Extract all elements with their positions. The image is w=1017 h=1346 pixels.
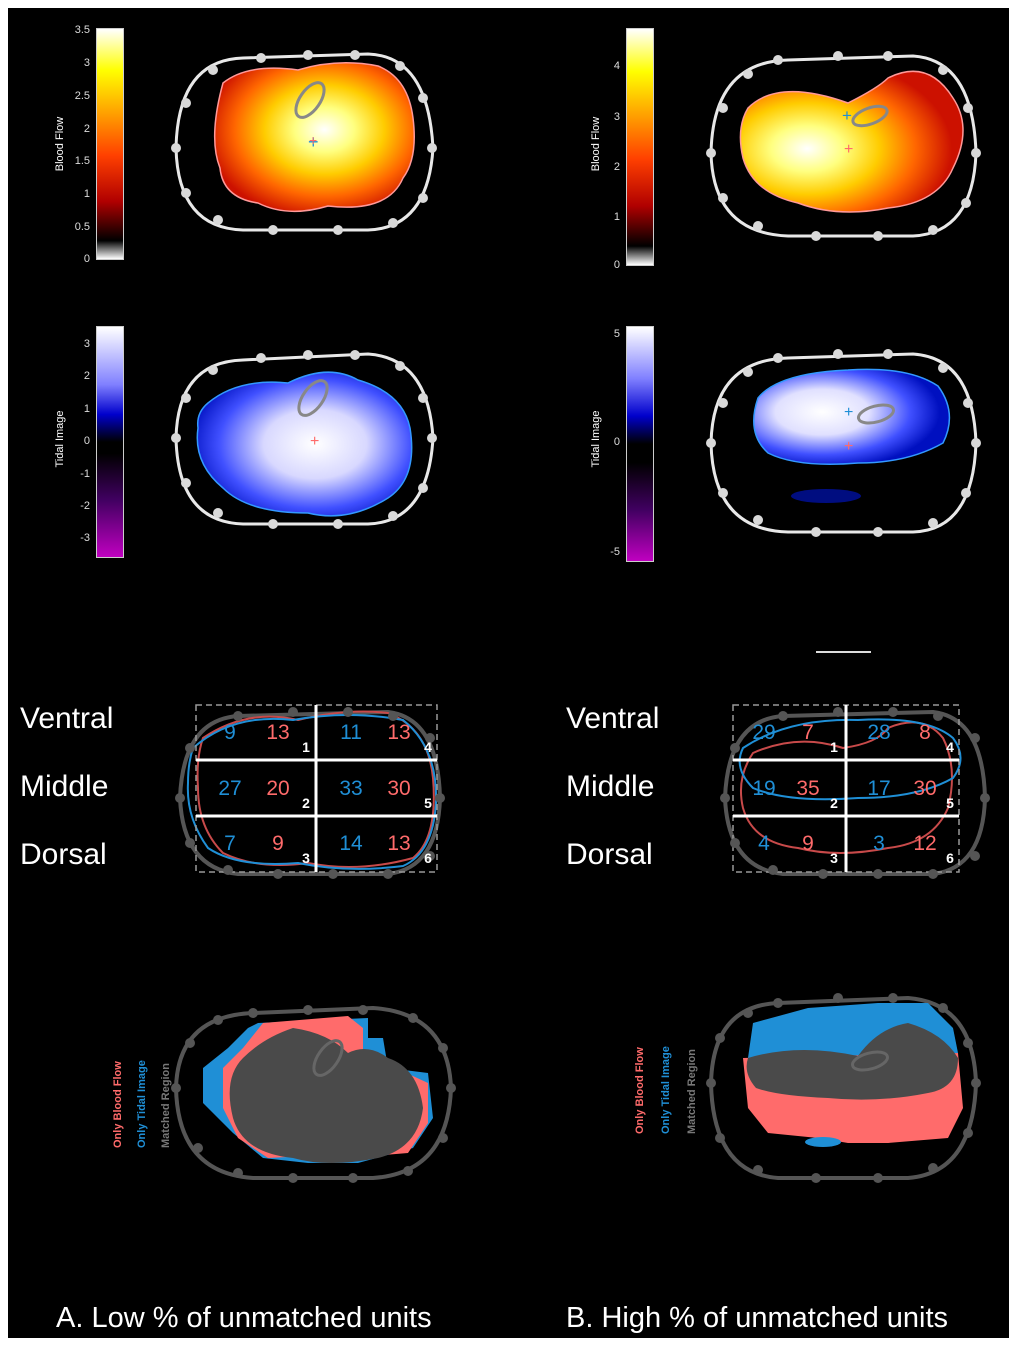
cell-index: 6 bbox=[424, 850, 432, 866]
cell-tidal-value: 33 bbox=[339, 777, 363, 800]
tick: -3 bbox=[80, 532, 90, 544]
tick: 3 bbox=[83, 57, 90, 69]
tick: 2.5 bbox=[74, 90, 90, 102]
cell-blood-value: 30 bbox=[387, 777, 411, 800]
row-label-ventral: Ventral bbox=[20, 702, 114, 735]
tick: 2 bbox=[613, 161, 620, 173]
cell-index: 4 bbox=[946, 739, 954, 755]
cell-blood-value: 9 bbox=[272, 832, 284, 855]
cell-tidal-value: 11 bbox=[340, 721, 362, 744]
cell-tidal-value: 7 bbox=[224, 832, 236, 855]
cell-blood-value: 30 bbox=[913, 777, 937, 800]
cell-blood-value: 12 bbox=[913, 832, 937, 855]
cell-index: 5 bbox=[424, 795, 432, 811]
row-label-middle: Middle bbox=[20, 770, 109, 803]
svg-text:+: + bbox=[844, 141, 853, 158]
cell-blood-value: 35 bbox=[796, 777, 820, 800]
cell-index: 2 bbox=[830, 795, 838, 811]
cell-tidal-value: 29 bbox=[752, 721, 776, 744]
caption-a: A. Low % of unmatched units bbox=[56, 1302, 432, 1334]
tick: 3 bbox=[613, 111, 620, 123]
cell-blood-value: 13 bbox=[387, 721, 411, 744]
svg-text:+: + bbox=[309, 132, 317, 148]
tick: 0.5 bbox=[74, 221, 90, 233]
row-label-dorsal: Dorsal bbox=[566, 838, 653, 871]
row-label-ventral: Ventral bbox=[566, 702, 660, 735]
cell-blood-value: 20 bbox=[266, 777, 290, 800]
tick: -5 bbox=[610, 546, 620, 558]
cell-blood-value: 7 bbox=[802, 721, 814, 744]
cell-index: 6 bbox=[946, 850, 954, 866]
row-label-middle: Middle bbox=[566, 770, 655, 803]
tick: -1 bbox=[80, 468, 90, 480]
tick: 0 bbox=[83, 253, 90, 265]
cell-index: 5 bbox=[946, 795, 954, 811]
svg-text:+: + bbox=[842, 106, 852, 125]
tick: 0 bbox=[613, 259, 620, 271]
cell-index: 1 bbox=[302, 739, 310, 755]
cell-tidal-value: 28 bbox=[867, 721, 891, 744]
tick: 2 bbox=[83, 123, 90, 135]
tick: 1 bbox=[83, 403, 90, 415]
cell-tidal-value: 19 bbox=[752, 777, 776, 800]
cell-blood-value: 13 bbox=[387, 832, 411, 855]
cell-tidal-value: 4 bbox=[758, 832, 770, 855]
legend-only-blood-flow: Only Blood Flow bbox=[112, 1061, 124, 1148]
tick: 0 bbox=[613, 436, 620, 448]
cell-blood-value: 8 bbox=[919, 721, 931, 744]
row-label-dorsal: Dorsal bbox=[20, 838, 107, 871]
tick: -2 bbox=[80, 500, 90, 512]
tick: 5 bbox=[613, 328, 620, 340]
svg-text:+: + bbox=[310, 433, 319, 450]
tick: 1.5 bbox=[74, 155, 90, 167]
cell-tidal-value: 27 bbox=[218, 777, 242, 800]
cell-index: 2 bbox=[302, 795, 310, 811]
tick: 3.5 bbox=[74, 24, 90, 36]
legend-only-tidal-image: Only Tidal Image bbox=[136, 1060, 148, 1148]
blood-flow-image-a: + + + + + + + bbox=[171, 50, 990, 1183]
tidal-image-colorbar bbox=[626, 326, 654, 562]
tidal-image-colorbar bbox=[96, 326, 124, 558]
blood-flow-colorbar bbox=[96, 28, 124, 260]
tick: 1 bbox=[83, 188, 90, 200]
svg-text:+: + bbox=[844, 438, 853, 455]
blood-flow-colorbar bbox=[626, 28, 654, 266]
tick: 2 bbox=[83, 370, 90, 382]
figure: Blood Flow 3.5 3 2.5 2 1.5 1 0.5 0 bbox=[8, 8, 1009, 1338]
caption-b: B. High % of unmatched units bbox=[566, 1302, 949, 1334]
cell-index: 1 bbox=[830, 739, 838, 755]
cell-blood-value: 13 bbox=[266, 721, 290, 744]
svg-text:+: + bbox=[308, 132, 319, 152]
legend-matched-region: Matched Region bbox=[160, 1063, 172, 1148]
cell-blood-value: 9 bbox=[802, 832, 814, 855]
tick: 1 bbox=[613, 211, 620, 223]
tick: 0 bbox=[83, 435, 90, 447]
legend-matched-region: Matched Region bbox=[686, 1049, 698, 1134]
cell-tidal-value: 14 bbox=[339, 832, 363, 855]
legend-only-tidal-image: Only Tidal Image bbox=[660, 1046, 672, 1134]
tick: 3 bbox=[83, 338, 90, 350]
svg-text:+: + bbox=[844, 404, 853, 421]
cell-tidal-value: 9 bbox=[224, 721, 236, 744]
tick: 4 bbox=[613, 60, 620, 72]
cell-tidal-value: 17 bbox=[867, 777, 891, 800]
cell-tidal-value: 3 bbox=[873, 832, 885, 855]
cell-index: 4 bbox=[424, 739, 432, 755]
cell-index: 3 bbox=[830, 850, 838, 866]
legend-only-blood-flow: Only Blood Flow bbox=[634, 1047, 646, 1134]
cell-index: 3 bbox=[302, 850, 310, 866]
